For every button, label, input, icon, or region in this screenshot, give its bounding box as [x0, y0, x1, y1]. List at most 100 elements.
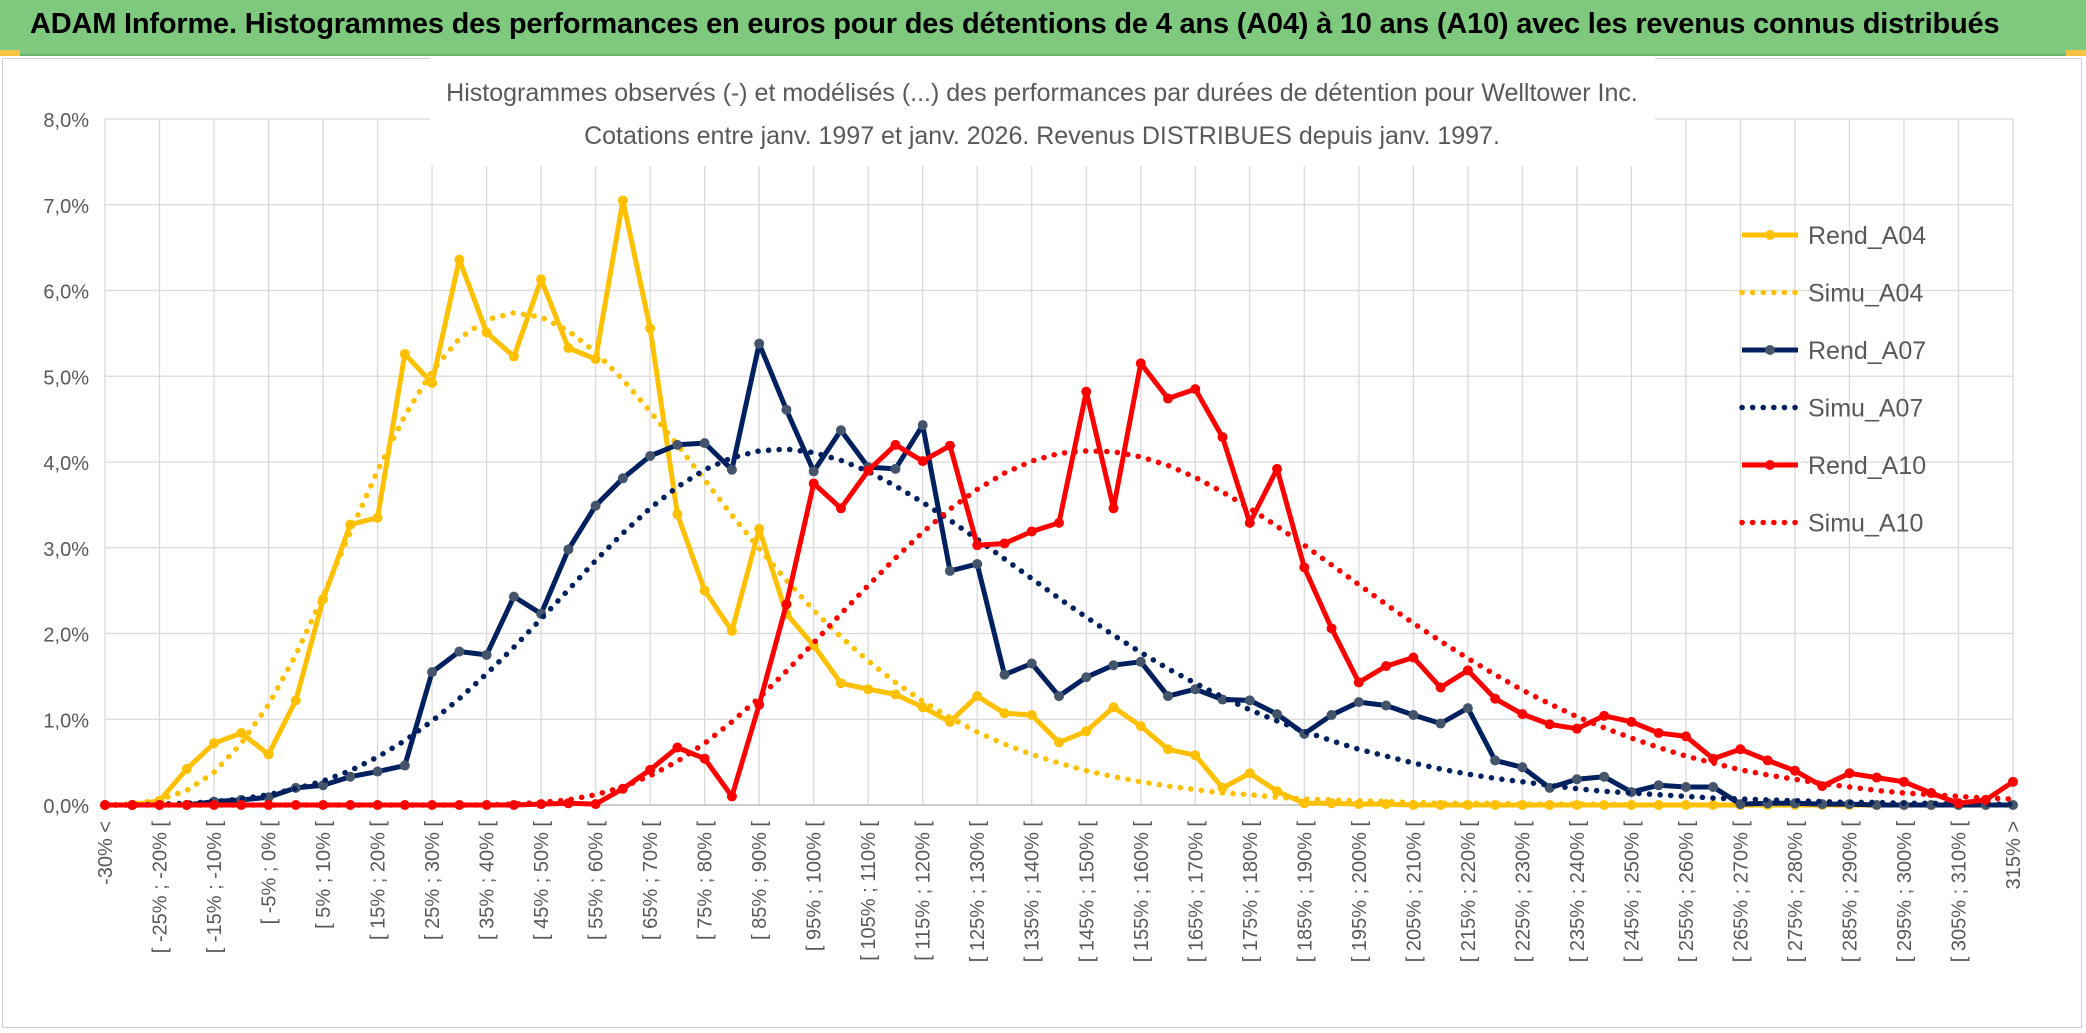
point-rend-a07	[917, 420, 928, 431]
point-rend-a10	[1081, 386, 1092, 397]
point-rend-a07	[617, 473, 628, 484]
point-rend-a07	[1163, 691, 1174, 702]
point-rend-a07	[754, 338, 765, 349]
point-rend-a10	[1871, 772, 1882, 783]
x-tick-label: [ 135% ; 140% [	[1022, 821, 1044, 963]
x-tick-label: [ 235% ; 240% [	[1567, 821, 1589, 963]
x-tick-label: [ 45% ; 50% [	[531, 821, 553, 940]
point-rend-a07	[399, 760, 410, 771]
chart-title-line1: Histogrammes observés (-) et modélisés (…	[446, 79, 1638, 107]
series-line-simu-a04	[102, 310, 2016, 808]
y-tick-label: 2,0%	[43, 625, 89, 647]
point-rend-a04	[1108, 702, 1119, 713]
x-tick-label: [ 95% ; 100% [	[804, 821, 826, 952]
x-axis: -30% < [ -25% ; -20% [[ -15% ; -10% [[ -5…	[95, 821, 2025, 963]
point-rend-a04	[1163, 744, 1174, 755]
point-rend-a10	[1571, 723, 1582, 734]
point-rend-a07	[1653, 780, 1664, 791]
grid-lines	[104, 118, 2014, 806]
histogram-chart: 0,0% 1,0% 2,0% 3,0% 4,0% 5,0% 6,0% 7,0% 8,0% -30…	[43, 58, 2025, 963]
point-rend-a07	[1272, 709, 1283, 720]
x-tick-label: [ 285% ; 290% [	[1839, 821, 1861, 963]
x-tick-label: [ 115% ; 120% [	[913, 821, 935, 961]
point-rend-a10	[890, 439, 901, 450]
point-rend-a10	[1680, 731, 1691, 742]
point-rend-a04	[999, 708, 1010, 719]
legend-label: Rend_A07	[1808, 337, 1926, 365]
point-rend-a07	[1353, 697, 1364, 708]
point-rend-a10	[263, 800, 274, 810]
point-rend-a04	[181, 763, 192, 774]
point-rend-a07	[890, 463, 901, 474]
point-rend-a07	[944, 565, 955, 576]
point-rend-a10	[1272, 463, 1283, 474]
point-rend-a10	[1163, 393, 1174, 404]
point-rend-a04	[917, 702, 928, 713]
x-tick-label: [ 155% ; 160% [	[1131, 821, 1153, 963]
point-rend-a10	[808, 478, 819, 489]
point-rend-a07	[1462, 703, 1473, 714]
point-rend-a04	[863, 684, 874, 695]
point-rend-a10	[1953, 798, 1964, 809]
x-tick-label: [ -15% ; -10% [	[204, 821, 226, 954]
x-tick-label: [ 15% ; 20% [	[368, 821, 390, 940]
banner-accent-left	[0, 50, 20, 56]
series-line-simu-a10	[102, 448, 2016, 808]
point-rend-a07	[1735, 799, 1746, 810]
x-tick-label: [ 295% ; 300% [	[1894, 821, 1916, 963]
point-rend-a07	[508, 591, 519, 602]
point-rend-a10	[917, 456, 928, 467]
x-tick-label: [ 145% ; 150% [	[1076, 821, 1098, 963]
x-tick-label: [ 225% ; 230% [	[1512, 821, 1534, 963]
point-rend-a10	[1026, 526, 1037, 537]
point-rend-a10	[454, 800, 465, 810]
x-tick-label: [ 75% ; 80% [	[695, 821, 717, 940]
point-rend-a07	[1108, 660, 1119, 671]
point-rend-a07	[1026, 658, 1037, 669]
y-tick-label: 0,0%	[43, 796, 89, 818]
y-tick-label: 6,0%	[43, 282, 89, 304]
x-tick-label: [ 175% ; 180% [	[1240, 821, 1262, 963]
point-rend-a07	[1135, 656, 1146, 667]
point-rend-a10	[726, 791, 737, 802]
point-rend-a04	[536, 274, 547, 285]
point-rend-a10	[1381, 661, 1392, 672]
point-rend-a07	[345, 771, 356, 782]
series-line-rend-a04	[105, 198, 2013, 808]
point-rend-a07	[1490, 755, 1501, 766]
point-rend-a04	[972, 691, 983, 702]
point-rend-a04	[754, 523, 765, 534]
point-rend-a04	[944, 716, 955, 727]
point-rend-a10	[1599, 710, 1610, 721]
point-rend-a04	[427, 378, 438, 389]
point-rend-a07	[1408, 709, 1419, 720]
point-rend-a10	[1762, 755, 1773, 766]
point-rend-a07	[1381, 700, 1392, 711]
point-rend-a07	[1599, 771, 1610, 782]
x-tick-label: [ -5% ; 0% [	[259, 821, 281, 925]
x-tick-label: [ -25% ; -20% [	[150, 821, 172, 954]
point-rend-a10	[699, 753, 710, 764]
x-tick-label: [ 165% ; 170% [	[1185, 821, 1207, 963]
x-tick-label: [ 245% ; 250% [	[1621, 821, 1643, 963]
point-rend-a04	[1244, 768, 1255, 779]
x-tick-label: [ 275% ; 280% [	[1785, 821, 1807, 963]
legend-label: Simu_A10	[1808, 510, 1923, 538]
point-rend-a07	[1435, 718, 1446, 729]
point-rend-a04	[1190, 750, 1201, 761]
point-rend-a07	[808, 466, 819, 477]
point-rend-a07	[835, 425, 846, 436]
point-rend-a07	[726, 464, 737, 475]
point-rend-a10	[1844, 768, 1855, 779]
x-tick-label: [ 255% ; 260% [	[1676, 821, 1698, 963]
point-rend-a07	[645, 450, 656, 461]
point-rend-a04	[563, 342, 574, 353]
point-rend-a10	[1435, 682, 1446, 693]
point-rend-a10	[1408, 652, 1419, 663]
point-rend-a10	[1735, 744, 1746, 755]
point-rend-a07	[1571, 774, 1582, 785]
y-tick-label: 7,0%	[43, 196, 89, 218]
report-banner: ADAM Informe. Histogrammes des performan…	[0, 0, 2086, 56]
point-rend-a04	[372, 512, 383, 523]
point-rend-a04	[1054, 737, 1064, 748]
